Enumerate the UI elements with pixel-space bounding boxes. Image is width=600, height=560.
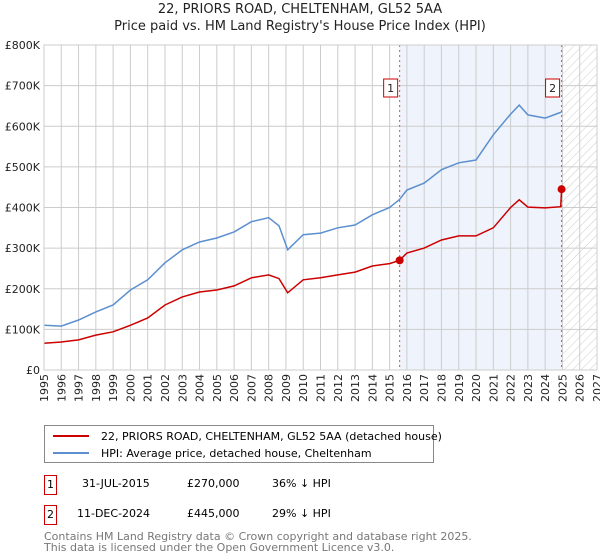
transaction-price: £270,000 [187, 477, 240, 490]
x-tick-label: 2002 [159, 374, 172, 402]
y-tick-label: £0 [26, 364, 40, 377]
y-tick-label: £800K [5, 39, 41, 52]
x-tick-label: 2010 [297, 374, 310, 402]
price-legend-label: 22, PRIORS ROAD, CHELTENHAM, GL52 5AA (d… [101, 429, 442, 443]
x-tick-label: 2019 [453, 374, 466, 402]
sale-point [395, 256, 404, 265]
transaction-price: £445,000 [187, 507, 240, 520]
x-tick-label: 2027 [591, 374, 600, 402]
x-tick-label: 2022 [505, 374, 518, 402]
x-tick-label: 1999 [107, 374, 120, 402]
sale-label: 1 [387, 82, 394, 95]
x-tick-label: 2015 [384, 374, 397, 402]
transaction-hpi: 29% ↓ HPI [272, 507, 331, 520]
hpi-line [43, 103, 562, 327]
y-tick-label: £500K [5, 161, 41, 174]
x-tick-label: 2005 [211, 374, 224, 402]
y-tick-label: £700K [5, 80, 41, 93]
x-tick-label: 2018 [435, 374, 448, 402]
x-tick-label: 1998 [90, 374, 103, 402]
chart-title: 22, PRIORS ROAD, CHELTENHAM, GL52 5AA [157, 2, 443, 17]
legend: 22, PRIORS ROAD, CHELTENHAM, GL52 5AA (d… [44, 425, 442, 463]
x-tick-label: 2011 [315, 374, 328, 402]
x-tick-label: 2017 [418, 374, 431, 402]
x-tick-label: 2024 [539, 374, 552, 402]
transaction-row: 1 31-JUL-2015 £270,000 36% ↓ HPI [44, 475, 444, 495]
hpi-legend-label: HPI: Average price, detached house, Chel… [101, 446, 372, 460]
x-tick-label: 2007 [245, 374, 258, 402]
transaction-badge: 2 [44, 505, 57, 525]
x-tick-label: 2012 [332, 374, 345, 402]
x-tick-label: 1995 [38, 374, 51, 402]
transaction-row: 2 11-DEC-2024 £445,000 29% ↓ HPI [44, 505, 444, 525]
x-tick-label: 2020 [470, 374, 483, 402]
y-tick-label: £200K [5, 283, 41, 296]
transaction-hpi: 36% ↓ HPI [272, 477, 331, 490]
x-tick-label: 2021 [487, 374, 500, 402]
footer-line-2: This data is licensed under the Open Gov… [44, 541, 395, 554]
footer-line-1: Contains HM Land Registry data © Crown c… [44, 530, 472, 543]
x-tick-label: 2000 [124, 374, 137, 402]
chart-subtitle: Price paid vs. HM Land Registry's House … [114, 19, 486, 34]
x-tick-label: 2008 [263, 374, 276, 402]
y-tick-label: £300K [5, 242, 41, 255]
x-tick-label: 2013 [349, 374, 362, 402]
x-tick-label: 2025 [556, 374, 569, 402]
x-tick-label: 2014 [366, 374, 379, 402]
price-chart: 1995 1996 1997 1998 1999 2000 2001 2002 2003 2004… [5, 39, 600, 402]
transaction-date: 31-JUL-2015 [82, 477, 150, 490]
sale-point [557, 185, 566, 194]
price-legend-line [53, 435, 89, 437]
x-tick-label: 2026 [574, 374, 587, 402]
footer: Contains HM Land Registry data © Crown c… [44, 531, 472, 553]
sale-label-box [383, 78, 399, 98]
hpi-legend-line [53, 452, 89, 454]
y-tick-label: £100K [5, 323, 41, 336]
transaction-badge: 1 [44, 475, 57, 495]
x-tick-label: 2009 [280, 374, 293, 402]
sale-label-box [545, 78, 561, 98]
plot-border [43, 44, 598, 371]
price-paid-line [43, 189, 563, 344]
y-tick-label: £600K [5, 120, 41, 133]
transaction-date: 11-DEC-2024 [77, 507, 151, 520]
x-tick-label: 1996 [55, 374, 68, 402]
x-tick-label: 2003 [176, 374, 189, 402]
x-tick-label: 2023 [522, 374, 535, 402]
y-tick-label: £400K [5, 202, 41, 215]
x-tick-label: 2001 [142, 374, 155, 402]
sale-label: 2 [549, 82, 556, 95]
x-tick-label: 2016 [401, 374, 414, 402]
x-tick-label: 1997 [73, 374, 86, 402]
x-tick-label: 2006 [228, 374, 241, 402]
x-tick-label: 2004 [194, 374, 207, 402]
